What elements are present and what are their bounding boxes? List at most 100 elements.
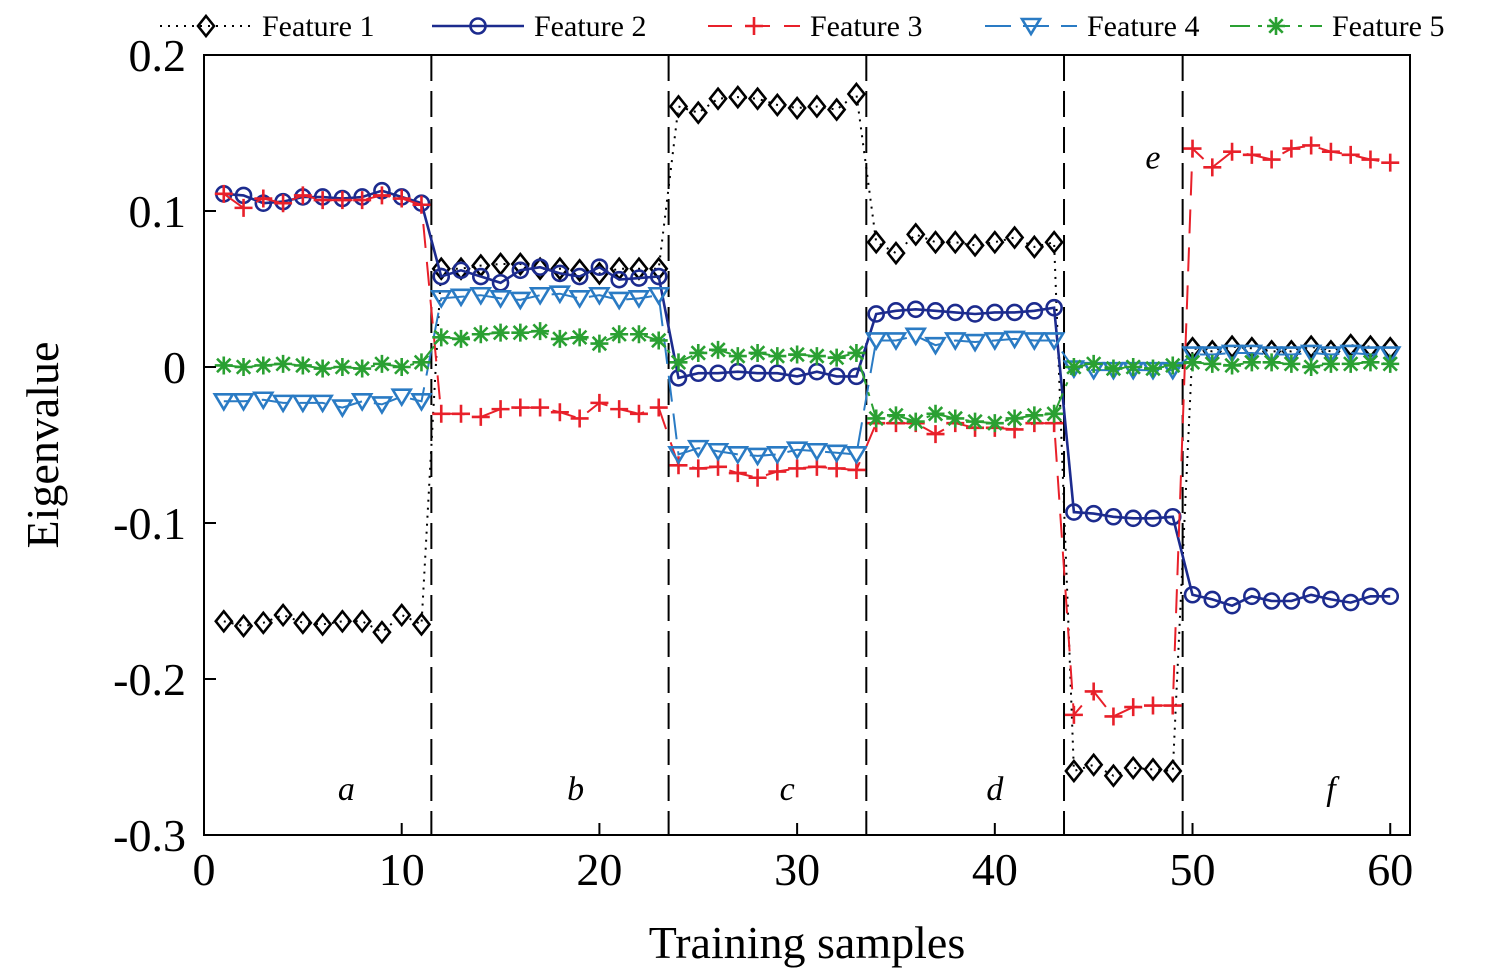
data-point <box>1042 332 1066 352</box>
data-point <box>1242 145 1261 164</box>
data-point <box>254 189 273 208</box>
data-point <box>867 305 885 323</box>
data-point <box>372 354 391 373</box>
data-point <box>788 345 807 364</box>
legend: Feature 1 Feature 2 Feature 3 Feature 4 Feat… <box>160 10 1444 43</box>
data-point <box>728 464 747 483</box>
x-tick-label: 20 <box>576 844 622 895</box>
data-point <box>864 332 888 352</box>
data-point <box>293 610 313 635</box>
data-point <box>904 327 928 347</box>
data-point <box>1302 358 1321 376</box>
data-point <box>1341 145 1360 164</box>
data-point <box>1104 359 1123 378</box>
data-point <box>887 302 905 320</box>
data-point <box>983 332 1007 352</box>
data-point <box>588 286 611 306</box>
data-point <box>924 336 947 356</box>
data-point <box>1183 353 1202 372</box>
data-point <box>1064 758 1084 784</box>
data-point <box>372 620 392 645</box>
data-point <box>1341 354 1360 373</box>
data-point <box>1143 757 1163 782</box>
data-point <box>412 353 431 372</box>
data-point <box>787 95 807 121</box>
data-point <box>313 359 332 378</box>
data-point <box>963 333 987 353</box>
data-point <box>610 400 629 419</box>
x-axis-label: Training samples <box>649 917 965 968</box>
data-point <box>353 191 372 210</box>
data-point <box>313 191 332 210</box>
data-point <box>452 404 471 423</box>
data-point <box>1163 696 1182 715</box>
data-point <box>867 409 886 428</box>
region-label-d: d <box>986 771 1004 808</box>
data-point <box>986 303 1004 322</box>
data-point <box>511 261 530 280</box>
data-point <box>254 356 273 375</box>
data-point <box>590 393 609 412</box>
data-point <box>570 267 589 286</box>
data-point <box>807 347 826 366</box>
region-label-a: a <box>338 771 355 808</box>
data-point <box>1025 302 1044 320</box>
legend-marker <box>1267 17 1285 35</box>
data-point <box>1282 592 1301 610</box>
data-point <box>1064 358 1083 376</box>
data-point <box>291 394 315 414</box>
data-point <box>531 398 550 417</box>
data-point <box>370 396 394 415</box>
data-point <box>767 92 788 118</box>
data-point <box>590 258 609 276</box>
data-point <box>1084 752 1104 777</box>
data-point <box>311 394 334 414</box>
data-point <box>528 286 552 306</box>
data-point <box>768 347 787 366</box>
data-point <box>570 328 589 347</box>
data-point <box>471 325 490 344</box>
data-point <box>1025 406 1044 425</box>
data-point <box>550 256 570 281</box>
data-point <box>1223 142 1242 161</box>
data-point <box>826 97 847 122</box>
data-point <box>1260 346 1283 366</box>
data-point <box>1005 409 1024 428</box>
data-point <box>469 286 493 306</box>
data-point <box>1104 507 1123 526</box>
series-line <box>223 292 1391 457</box>
data-point <box>1319 346 1343 366</box>
data-point <box>331 399 354 419</box>
data-point <box>1045 298 1063 317</box>
data-point <box>570 409 589 428</box>
data-point <box>847 343 866 362</box>
data-point <box>252 391 275 411</box>
data-point <box>1065 503 1083 521</box>
data-point <box>946 303 965 322</box>
data-point <box>548 285 572 305</box>
data-point <box>726 446 750 465</box>
data-point <box>1084 682 1103 701</box>
data-point <box>1143 696 1162 715</box>
data-point <box>1004 225 1025 250</box>
data-point <box>748 343 767 362</box>
data-point <box>1201 346 1224 366</box>
data-point <box>312 612 333 637</box>
data-point <box>1104 707 1123 726</box>
legend-marker <box>469 17 487 35</box>
y-axis-ticks: 0.2 0.1 0 -0.1 -0.2 -0.3 <box>113 30 216 861</box>
data-point <box>253 610 273 635</box>
data-point <box>1064 705 1083 724</box>
data-point <box>706 442 730 462</box>
data-point <box>1301 334 1321 359</box>
region-label-b: b <box>567 771 584 808</box>
data-point <box>491 400 510 419</box>
legend-marker <box>1019 17 1043 37</box>
data-point <box>747 86 768 111</box>
data-point <box>568 290 591 309</box>
y-tick-label: -0.2 <box>113 654 186 705</box>
data-point <box>274 194 293 213</box>
data-point <box>667 446 690 465</box>
series-layer <box>212 81 1402 788</box>
